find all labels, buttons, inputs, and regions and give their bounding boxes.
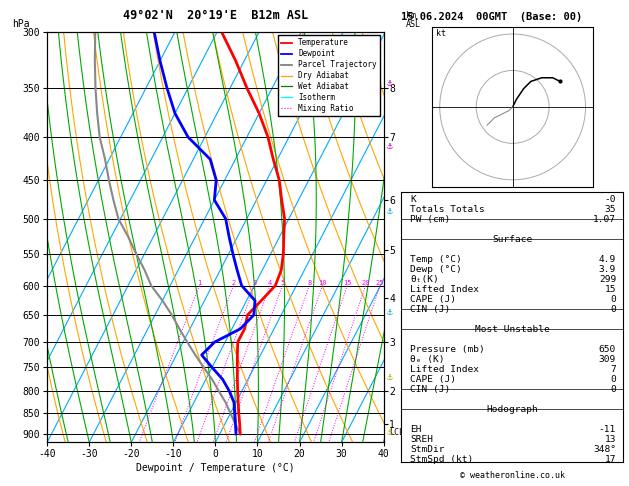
- Text: 3.9: 3.9: [599, 265, 616, 274]
- Text: PW (cm): PW (cm): [410, 215, 450, 224]
- Text: 35: 35: [604, 205, 616, 214]
- Text: StmDir: StmDir: [410, 445, 445, 454]
- Text: CAPE (J): CAPE (J): [410, 295, 456, 304]
- Text: 20: 20: [361, 279, 370, 286]
- Text: 4: 4: [268, 279, 272, 286]
- Text: LCL: LCL: [389, 428, 404, 436]
- Text: 348°: 348°: [593, 445, 616, 454]
- Text: θₑ (K): θₑ (K): [410, 355, 445, 364]
- Text: ⚓: ⚓: [387, 141, 392, 151]
- Text: EH: EH: [410, 425, 421, 434]
- Text: 299: 299: [599, 275, 616, 284]
- Text: 1: 1: [198, 279, 201, 286]
- Text: 1.07: 1.07: [593, 215, 616, 224]
- Text: Most Unstable: Most Unstable: [475, 325, 549, 334]
- Text: Lifted Index: Lifted Index: [410, 365, 479, 374]
- Text: kt: kt: [436, 29, 446, 38]
- Text: ⚓: ⚓: [387, 372, 392, 382]
- Text: 0: 0: [610, 305, 616, 314]
- Text: CIN (J): CIN (J): [410, 305, 450, 314]
- Text: 2: 2: [231, 279, 235, 286]
- Text: Hodograph: Hodograph: [486, 405, 538, 414]
- Text: 25: 25: [376, 279, 384, 286]
- Text: 7: 7: [610, 365, 616, 374]
- Text: ⚓: ⚓: [387, 78, 392, 88]
- Text: 13: 13: [604, 434, 616, 444]
- Text: 15.06.2024  00GMT  (Base: 00): 15.06.2024 00GMT (Base: 00): [401, 12, 582, 22]
- Text: CAPE (J): CAPE (J): [410, 375, 456, 384]
- Text: θₜ(K): θₜ(K): [410, 275, 439, 284]
- Text: Lifted Index: Lifted Index: [410, 285, 479, 294]
- Text: Dewp (°C): Dewp (°C): [410, 265, 462, 274]
- Text: 5: 5: [281, 279, 284, 286]
- Text: ⚓: ⚓: [387, 427, 392, 437]
- Text: 309: 309: [599, 355, 616, 364]
- Text: -11: -11: [599, 425, 616, 434]
- Text: 0: 0: [610, 375, 616, 384]
- Text: km
ASL: km ASL: [406, 11, 421, 29]
- Text: -0: -0: [604, 195, 616, 204]
- Text: K: K: [410, 195, 416, 204]
- Text: Temp (°C): Temp (°C): [410, 255, 462, 264]
- Text: 15: 15: [604, 285, 616, 294]
- Text: StmSpd (kt): StmSpd (kt): [410, 455, 474, 464]
- Text: 4.9: 4.9: [599, 255, 616, 264]
- Text: SREH: SREH: [410, 434, 433, 444]
- Text: 10: 10: [318, 279, 327, 286]
- Text: 0: 0: [610, 295, 616, 304]
- Text: 49°02'N  20°19'E  B12m ASL: 49°02'N 20°19'E B12m ASL: [123, 9, 308, 22]
- Text: © weatheronline.co.uk: © weatheronline.co.uk: [460, 471, 564, 480]
- Text: 8: 8: [307, 279, 311, 286]
- Text: 3: 3: [252, 279, 257, 286]
- Text: Surface: Surface: [492, 235, 532, 244]
- X-axis label: Dewpoint / Temperature (°C): Dewpoint / Temperature (°C): [136, 463, 295, 473]
- Text: 15: 15: [343, 279, 352, 286]
- Text: 650: 650: [599, 345, 616, 354]
- Text: CIN (J): CIN (J): [410, 385, 450, 394]
- Text: Pressure (mb): Pressure (mb): [410, 345, 485, 354]
- Text: ⚓: ⚓: [387, 307, 392, 317]
- Legend: Temperature, Dewpoint, Parcel Trajectory, Dry Adiabat, Wet Adiabat, Isotherm, Mi: Temperature, Dewpoint, Parcel Trajectory…: [277, 35, 380, 116]
- Text: Totals Totals: Totals Totals: [410, 205, 485, 214]
- Text: 17: 17: [604, 455, 616, 464]
- Text: ⚓: ⚓: [387, 207, 392, 216]
- Text: hPa: hPa: [13, 19, 30, 29]
- Text: 0: 0: [610, 385, 616, 394]
